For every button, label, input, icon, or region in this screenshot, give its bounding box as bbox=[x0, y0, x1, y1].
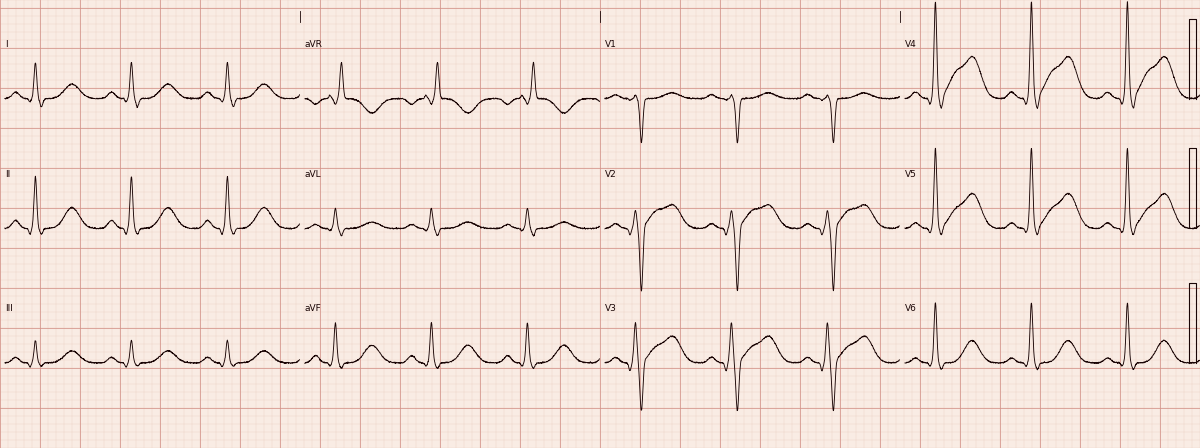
Text: V4: V4 bbox=[905, 40, 917, 49]
Text: I: I bbox=[5, 40, 7, 49]
Text: V6: V6 bbox=[905, 304, 917, 313]
Text: V2: V2 bbox=[605, 170, 617, 179]
Text: V5: V5 bbox=[905, 170, 917, 179]
Text: aVF: aVF bbox=[305, 304, 322, 313]
Text: aVL: aVL bbox=[305, 170, 322, 179]
Text: II: II bbox=[5, 170, 10, 179]
Text: III: III bbox=[5, 304, 13, 313]
Text: V1: V1 bbox=[605, 40, 617, 49]
Text: aVR: aVR bbox=[305, 40, 323, 49]
Text: V3: V3 bbox=[605, 304, 617, 313]
